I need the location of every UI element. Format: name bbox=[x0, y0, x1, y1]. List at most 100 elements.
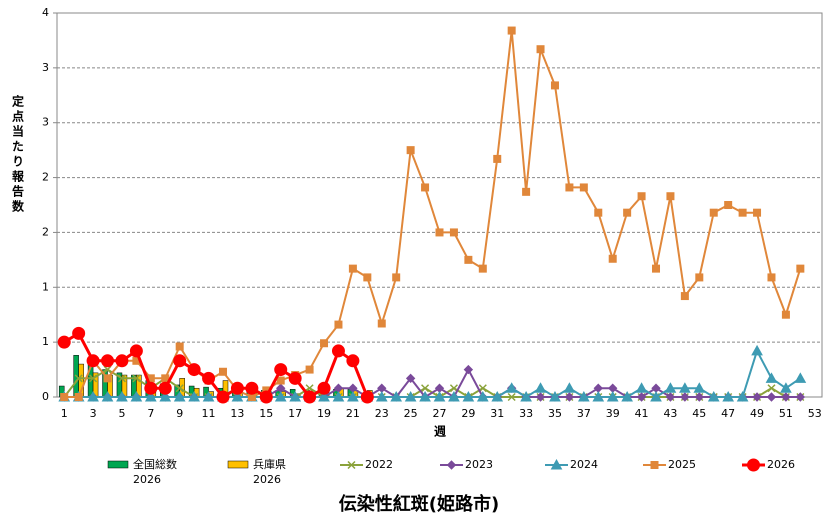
marker bbox=[101, 354, 115, 368]
marker bbox=[103, 374, 112, 383]
marker bbox=[664, 382, 677, 393]
marker bbox=[392, 273, 401, 282]
marker bbox=[448, 390, 460, 402]
marker bbox=[144, 390, 157, 402]
marker bbox=[86, 354, 100, 368]
legend-label: 2023 bbox=[465, 458, 493, 471]
marker bbox=[89, 374, 98, 383]
legend-label: 2025 bbox=[668, 458, 696, 471]
marker bbox=[103, 365, 112, 374]
x-tick-label: 15 bbox=[259, 407, 273, 420]
marker bbox=[117, 374, 126, 383]
legend-label: 全国総数 2026 bbox=[133, 458, 177, 486]
marker bbox=[421, 384, 430, 393]
x-tick-label: 43 bbox=[663, 407, 677, 420]
marker bbox=[405, 373, 416, 384]
marker bbox=[363, 273, 372, 282]
marker bbox=[332, 390, 345, 402]
marker bbox=[796, 264, 805, 273]
marker bbox=[334, 320, 343, 329]
marker bbox=[175, 384, 184, 393]
marker bbox=[446, 460, 457, 470]
marker bbox=[563, 382, 576, 393]
x-axis-label: 週 bbox=[434, 424, 446, 439]
marker bbox=[276, 376, 285, 385]
x-tick-label: 1 bbox=[61, 407, 68, 420]
marker bbox=[462, 390, 475, 402]
x-tick-label: 45 bbox=[692, 407, 706, 420]
marker bbox=[752, 392, 762, 402]
marker bbox=[780, 382, 792, 393]
marker bbox=[216, 390, 230, 404]
series-line bbox=[63, 331, 369, 400]
marker bbox=[218, 367, 227, 376]
series-line bbox=[64, 30, 802, 399]
marker bbox=[636, 392, 647, 402]
legend-label: 兵庫県 2026 bbox=[253, 458, 286, 486]
marker bbox=[550, 81, 559, 90]
marker bbox=[522, 187, 531, 196]
marker bbox=[535, 392, 546, 402]
marker bbox=[520, 390, 532, 402]
marker bbox=[536, 45, 545, 54]
marker bbox=[736, 390, 749, 402]
marker bbox=[694, 392, 705, 402]
x-tick-label: 39 bbox=[606, 407, 620, 420]
y-tick-label: 4 bbox=[42, 6, 49, 19]
marker bbox=[767, 273, 776, 282]
marker bbox=[724, 201, 733, 209]
chart-title: 伝染性紅斑(姫路市) bbox=[339, 493, 499, 515]
marker bbox=[347, 390, 359, 402]
marker bbox=[433, 390, 446, 402]
marker bbox=[693, 382, 706, 393]
marker bbox=[318, 390, 330, 402]
marker bbox=[709, 208, 718, 217]
marker bbox=[331, 344, 345, 358]
marker bbox=[404, 390, 417, 402]
marker bbox=[245, 381, 259, 395]
legend-label: 2024 bbox=[570, 458, 598, 471]
marker bbox=[753, 208, 762, 217]
marker bbox=[680, 392, 690, 402]
marker bbox=[781, 392, 791, 402]
marker bbox=[751, 344, 763, 356]
marker bbox=[747, 458, 760, 472]
plot-area bbox=[56, 12, 823, 398]
marker bbox=[505, 382, 518, 393]
marker bbox=[794, 372, 807, 383]
marker bbox=[173, 354, 187, 368]
marker bbox=[421, 183, 430, 192]
marker bbox=[463, 364, 474, 375]
marker bbox=[274, 363, 288, 377]
marker bbox=[491, 390, 504, 402]
marker bbox=[320, 339, 329, 348]
x-tick-label: 35 bbox=[548, 407, 562, 420]
marker bbox=[230, 381, 244, 395]
marker bbox=[464, 255, 473, 264]
marker bbox=[187, 363, 201, 377]
marker bbox=[507, 392, 516, 402]
marker bbox=[347, 460, 356, 470]
marker bbox=[722, 390, 735, 402]
x-tick-label: 7 bbox=[147, 407, 154, 420]
marker bbox=[550, 458, 563, 470]
marker bbox=[175, 342, 184, 351]
x-tick-label: 21 bbox=[346, 407, 360, 420]
marker bbox=[348, 264, 357, 273]
marker bbox=[476, 390, 489, 402]
marker bbox=[534, 382, 547, 393]
marker bbox=[57, 335, 71, 349]
marker bbox=[608, 254, 617, 263]
marker bbox=[449, 228, 458, 237]
y-tick-label: 1 bbox=[42, 280, 49, 293]
marker bbox=[665, 392, 676, 402]
marker bbox=[317, 381, 331, 395]
marker bbox=[606, 390, 619, 402]
marker bbox=[695, 273, 704, 282]
y-tick-label: 2 bbox=[42, 225, 49, 238]
x-tick-label: 25 bbox=[404, 407, 418, 420]
y-tick-label: 1 bbox=[42, 335, 49, 348]
marker bbox=[303, 390, 317, 404]
marker bbox=[767, 384, 776, 393]
marker bbox=[202, 371, 216, 385]
